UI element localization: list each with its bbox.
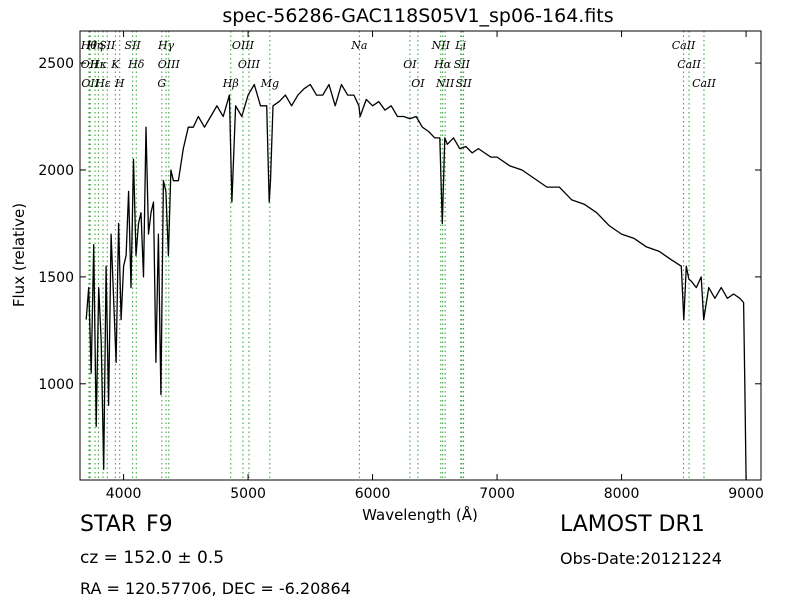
line-label: Hβ xyxy=(222,77,239,90)
line-label: K xyxy=(110,58,120,71)
y-tick-label: 2000 xyxy=(38,163,74,179)
line-label: SII xyxy=(125,39,142,52)
line-label: OII xyxy=(81,58,99,71)
y-tick-label: 1500 xyxy=(38,270,74,286)
line-label: CaII xyxy=(672,39,696,52)
y-tick-label: 1000 xyxy=(38,377,74,393)
line-label: Mg xyxy=(260,77,279,90)
line-label: NII xyxy=(431,39,451,52)
line-label: Hδ xyxy=(127,58,145,71)
redshift-value: cz = 152.0 ± 0.5 xyxy=(80,548,225,568)
line-label: OIII xyxy=(238,58,261,71)
plot-frame xyxy=(79,30,762,481)
line-label: OI xyxy=(403,58,417,71)
y-tick-label: 2500 xyxy=(38,56,74,72)
line-label: SII xyxy=(454,58,471,71)
spectrum-line xyxy=(85,83,747,481)
line-label: Hα xyxy=(433,58,452,71)
x-axis-label: Wavelength (Å) xyxy=(362,505,478,524)
object-class: STAR xyxy=(80,512,137,537)
chart-title: spec-56286-GAC118S05V1_sp06-164.fits xyxy=(222,5,614,27)
line-label: Li xyxy=(454,39,466,52)
line-label: G xyxy=(157,77,166,90)
line-label: Hη xyxy=(86,39,104,52)
line-label: Hκ xyxy=(89,58,108,71)
line-label: Hγ xyxy=(157,39,175,52)
line-label: SII xyxy=(99,39,116,52)
line-label: Na xyxy=(350,39,367,52)
y-axis-label: Flux (relative) xyxy=(10,203,28,307)
x-tick-label: 9000 xyxy=(728,486,764,502)
observation-date: Obs-Date:20121224 xyxy=(560,549,722,568)
object-subclass: F9 xyxy=(146,512,173,537)
line-label: Hθ xyxy=(80,39,98,52)
line-label: CaII xyxy=(677,58,701,71)
line-label: OIII xyxy=(158,58,181,71)
x-tick-label: 7000 xyxy=(479,486,515,502)
axis-ticks: 4000 5000 6000 7000 8000 9000 1000 1500 2000 2500 xyxy=(38,31,764,502)
line-label: CaII xyxy=(692,77,716,90)
x-tick-label: 8000 xyxy=(604,486,640,502)
line-label: SII xyxy=(455,77,472,90)
line-label: OII xyxy=(81,77,99,90)
x-tick-label: 6000 xyxy=(355,486,391,502)
x-tick-label: 4000 xyxy=(106,486,142,502)
line-label: H xyxy=(114,77,125,90)
line-labels: Hθ OII OII Hη Hκ Hε SII KH SII Hδ G Hγ OIII Hβ OIII OII… xyxy=(80,39,717,90)
line-label: OIII xyxy=(232,39,255,52)
coordinates: RA = 120.57706, DEC = -6.20864 xyxy=(80,579,351,598)
line-label: Hε xyxy=(94,77,111,90)
data-release: LAMOST DR1 xyxy=(560,512,705,537)
x-tick-label: 5000 xyxy=(230,486,266,502)
line-label: OI xyxy=(411,77,425,90)
line-markers xyxy=(88,31,705,480)
line-label: NII xyxy=(435,77,455,90)
